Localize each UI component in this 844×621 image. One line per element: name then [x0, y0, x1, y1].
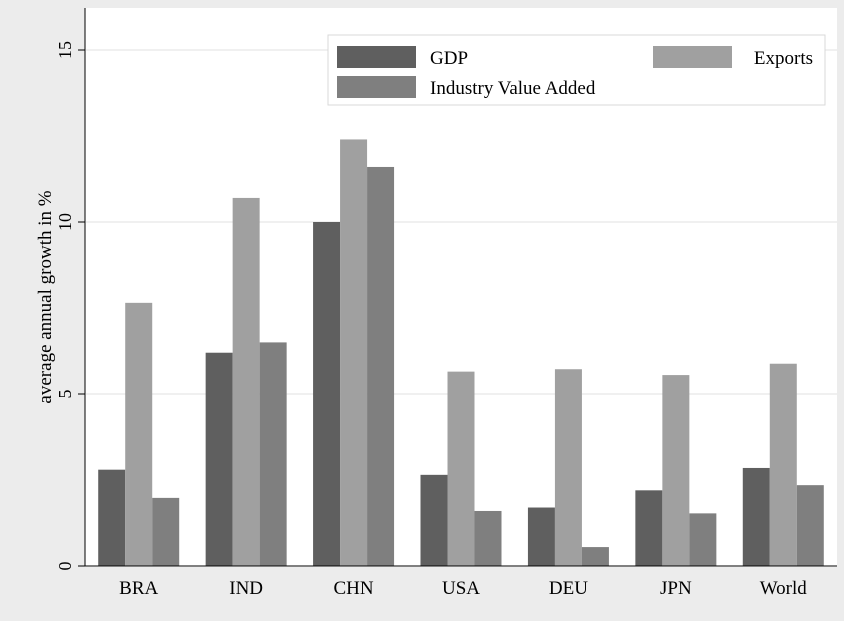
bar-bra-1 [125, 302, 153, 566]
y-axis-label: average annual growth in % [35, 190, 56, 403]
bar-world-1 [769, 363, 797, 566]
legend-label: GDP [430, 48, 468, 69]
bar-usa-0 [420, 474, 448, 566]
legend-label: Industry Value Added [430, 78, 596, 99]
y-tick-label: 15 [55, 41, 75, 59]
bar-usa-2 [474, 510, 502, 566]
bar-chn-2 [367, 166, 395, 566]
legend: GDP Exports Industry Value Added [327, 34, 826, 106]
bar-world-0 [742, 467, 770, 566]
legend-label: Exports [754, 48, 813, 69]
x-tick-label: IND [229, 578, 263, 599]
x-tick-label: CHN [334, 578, 374, 599]
bar-deu-0 [527, 507, 555, 566]
bar-bra-0 [98, 469, 126, 566]
bar-deu-1 [554, 369, 582, 566]
bar-chn-0 [313, 222, 341, 566]
bar-chn-1 [340, 139, 368, 566]
bar-bra-2 [152, 497, 180, 566]
x-tick-label: USA [442, 578, 480, 599]
bar-ind-2 [259, 342, 287, 566]
y-tick-label: 10 [55, 213, 75, 231]
y-tick-label: 0 [55, 562, 75, 571]
y-tick-label: 5 [55, 390, 75, 399]
bar-world-2 [796, 485, 824, 566]
legend-swatch [653, 46, 732, 68]
x-tick-label: JPN [660, 578, 692, 599]
axes: 0 5 10 15 BRA IND CHN USA DEU JPN World [55, 8, 837, 599]
x-tick-label: DEU [549, 578, 588, 599]
legend-swatch [337, 46, 416, 68]
bar-ind-0 [205, 352, 233, 566]
bar-jpn-1 [662, 375, 690, 566]
x-tick-label: BRA [119, 578, 158, 599]
bar-jpn-2 [689, 513, 717, 566]
x-tick-label: World [760, 578, 808, 599]
bar-deu-2 [581, 547, 609, 566]
legend-swatch [337, 76, 416, 98]
bar-jpn-0 [635, 490, 663, 566]
bar-ind-1 [232, 197, 260, 567]
bar-usa-1 [447, 371, 475, 566]
bars [98, 139, 824, 567]
